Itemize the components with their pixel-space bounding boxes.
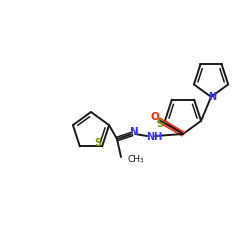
Text: O: O xyxy=(150,112,160,122)
Text: CH₃: CH₃ xyxy=(127,156,144,164)
Text: N: N xyxy=(130,127,138,137)
Text: S: S xyxy=(156,119,164,129)
Text: S: S xyxy=(94,138,102,148)
Text: N: N xyxy=(208,92,216,102)
Text: NH: NH xyxy=(146,132,162,142)
